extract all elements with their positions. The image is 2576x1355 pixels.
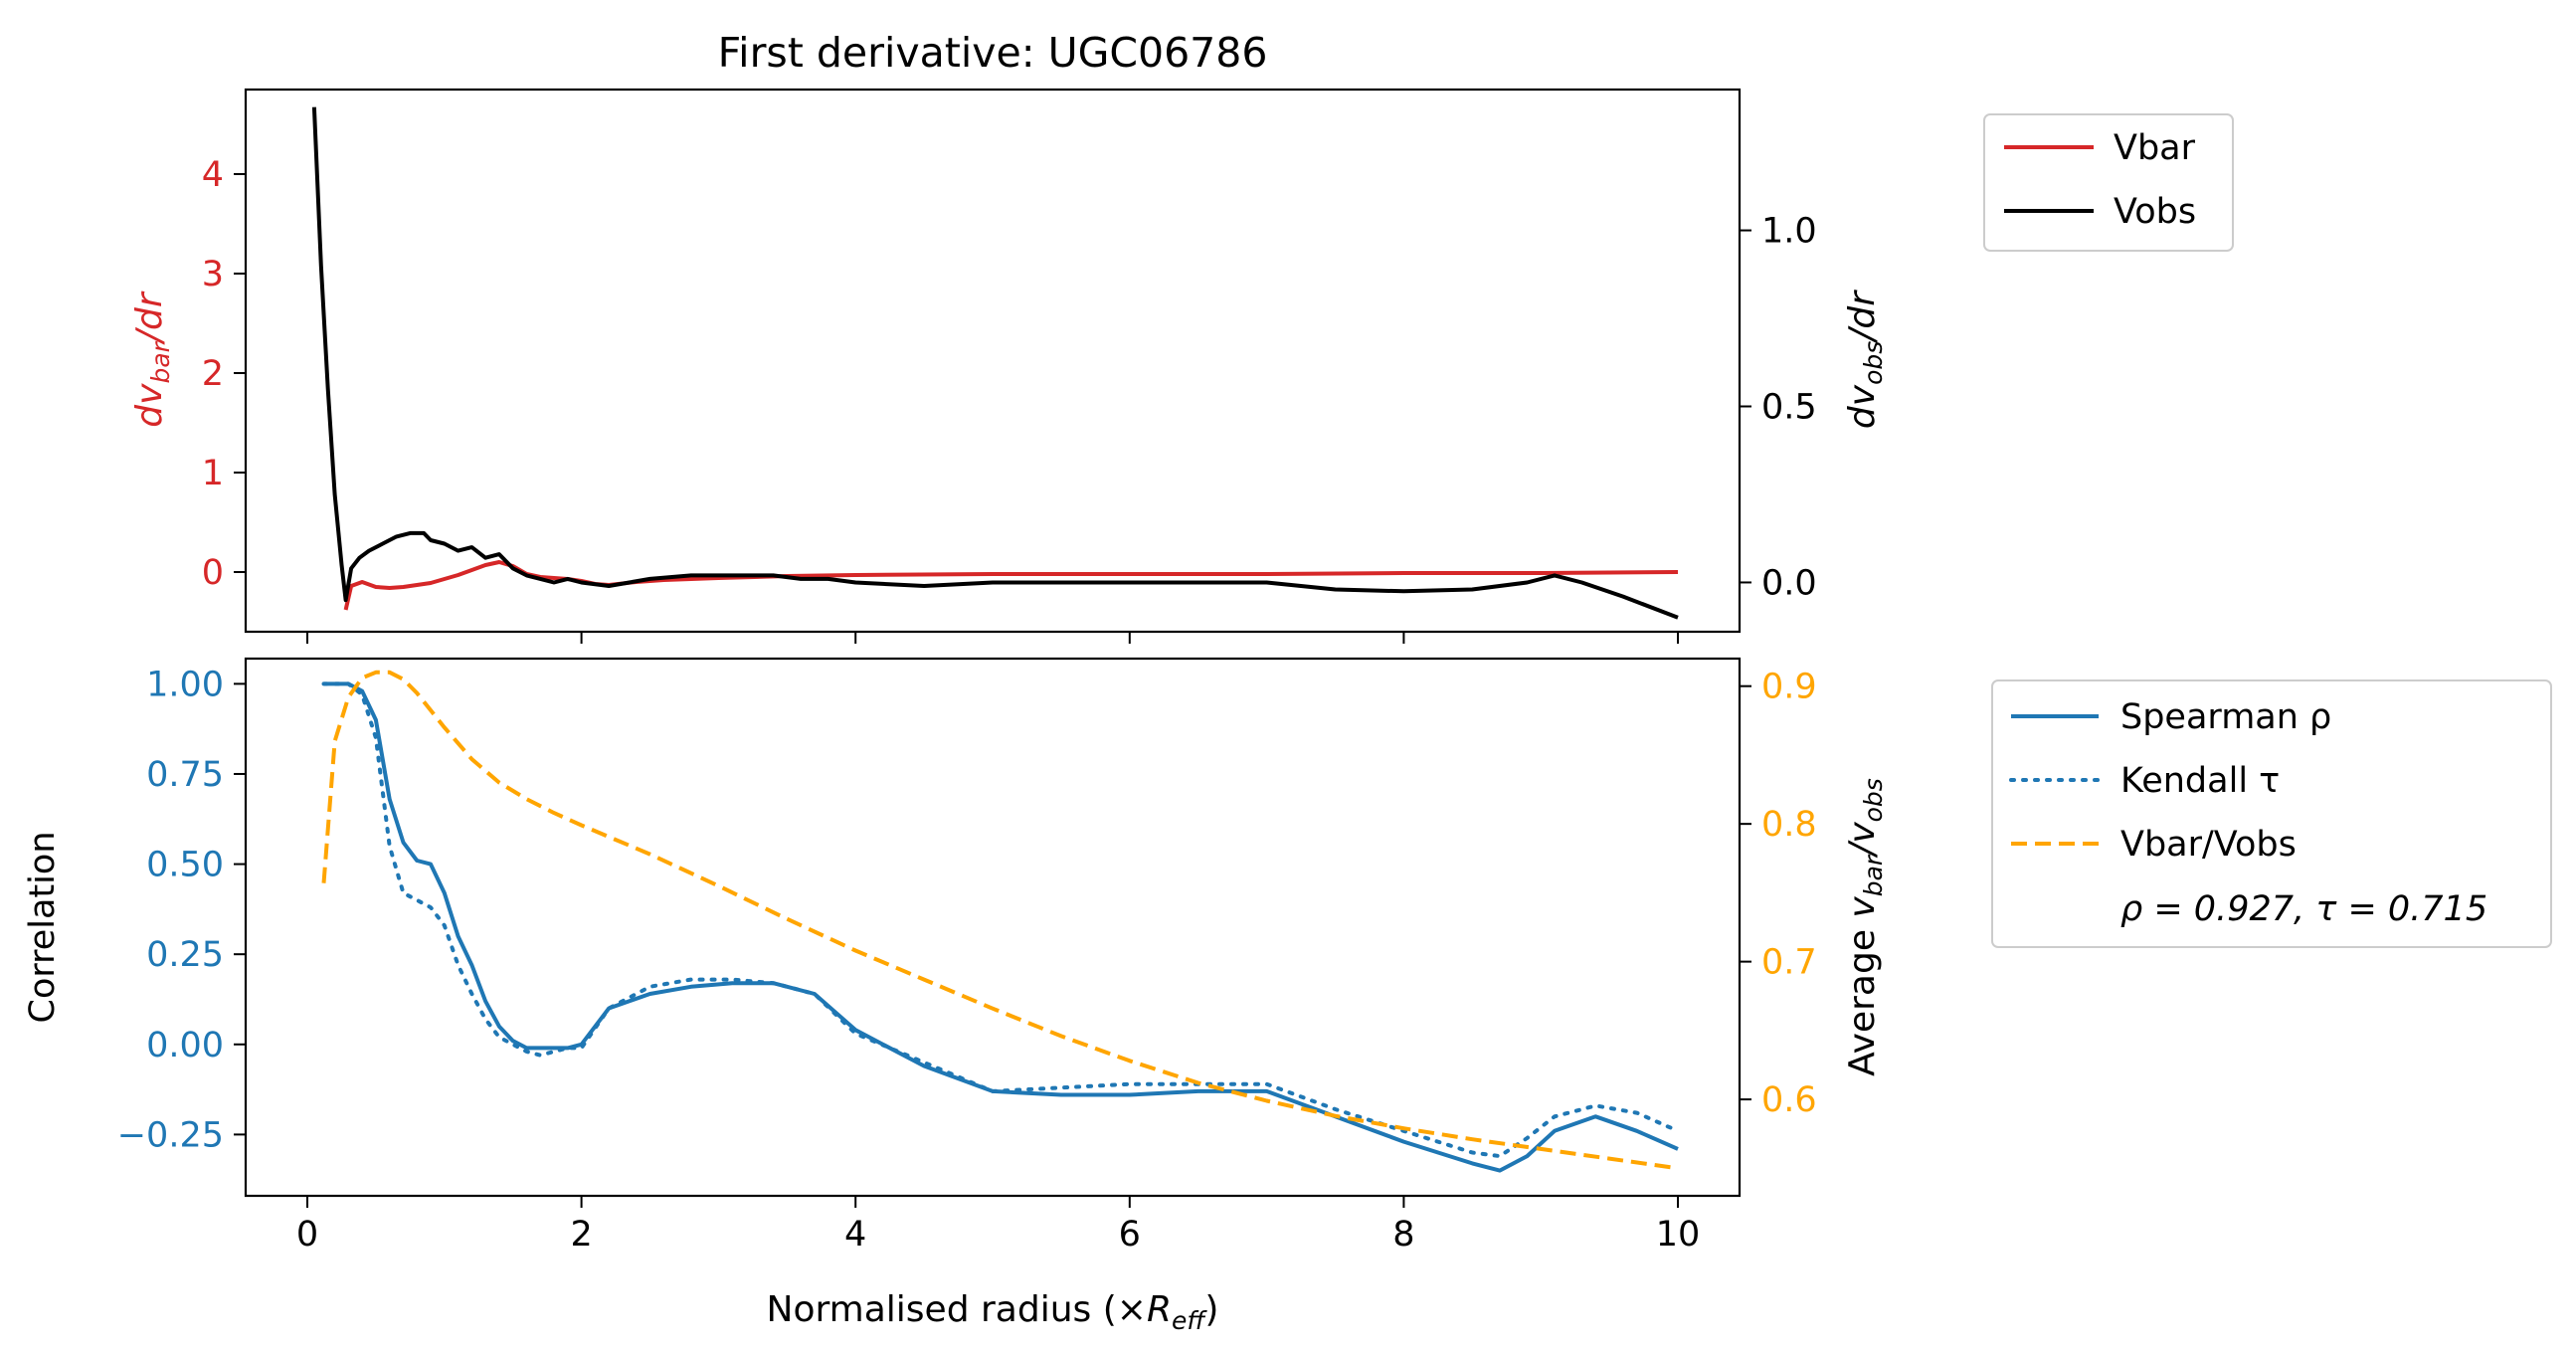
y-right-tick-label: 0.0 — [1761, 563, 1817, 603]
x-tick-label: 6 — [1119, 1215, 1141, 1255]
top-legend: Vbar Vobs — [1983, 113, 2234, 252]
y-left-tick-label: 3 — [202, 255, 224, 294]
legend-label-spearman: Spearman ρ — [2120, 697, 2331, 737]
bottom-left-y-ticks: 1.00 0.75 0.50 0.25 0.00 −0.25 — [117, 665, 246, 1155]
y-left-tick-label: 4 — [202, 155, 224, 195]
y-left-tick-label: 0.75 — [146, 755, 224, 795]
bottom-left-ylabel: Correlation — [23, 832, 63, 1024]
legend-label-ratio: Vbar/Vobs — [2120, 825, 2297, 865]
y-right-tick-label: 0.8 — [1761, 805, 1817, 845]
series-line-vobs — [311, 106, 1679, 620]
bottom-x-ticks: 0 2 4 6 8 10 — [296, 1196, 1700, 1255]
y-left-tick-label: 2 — [202, 354, 224, 394]
y-left-tick-label: 0 — [202, 553, 224, 593]
y-right-tick-label: 0.6 — [1761, 1080, 1817, 1120]
x-tick-label: 4 — [844, 1215, 866, 1255]
bottom-plot-frame — [244, 657, 1742, 1198]
correlation-annotation: ρ = 0.927, τ = 0.715 — [2120, 889, 2487, 929]
bottom-xlabel: Normalised radius (×Reff) — [767, 1289, 1219, 1335]
y-left-tick-label: 0.50 — [146, 846, 224, 885]
legend-label-vbar: Vbar — [2114, 128, 2196, 168]
y-right-tick-label: 0.7 — [1761, 943, 1817, 983]
series-line-spearman — [323, 681, 1679, 1173]
legend-label-vobs: Vobs — [2114, 192, 2196, 232]
y-left-tick-label: 1 — [202, 454, 224, 493]
x-tick-label: 0 — [296, 1215, 318, 1255]
top-plot-frame — [244, 88, 1742, 634]
y-right-tick-label: 1.0 — [1761, 212, 1817, 252]
series-line-kendall — [321, 681, 1680, 1159]
series-line-vbar-vobs — [321, 670, 1679, 1171]
bottom-legend: Spearman ρ Kendall τ Vbar/Vobs ρ = 0.927… — [1991, 679, 2552, 948]
x-tick-label: 10 — [1656, 1215, 1701, 1255]
top-x-ticks — [306, 632, 1679, 644]
figure-title: First derivative: UGC06786 — [718, 29, 1268, 77]
bottom-right-y-ticks: 0.9 0.8 0.7 0.6 — [1740, 668, 1817, 1120]
y-left-tick-label: 0.00 — [146, 1026, 224, 1065]
series-line-vbar — [343, 560, 1679, 611]
x-tick-label: 8 — [1392, 1215, 1414, 1255]
top-series — [311, 106, 1679, 620]
y-left-tick-label: −0.25 — [117, 1115, 224, 1155]
legend-label-kendall: Kendall τ — [2120, 761, 2280, 801]
y-right-tick-label: 0.5 — [1761, 388, 1817, 428]
top-left-ylabel: dvbar/dr — [129, 290, 175, 428]
y-right-tick-label: 0.9 — [1761, 668, 1817, 707]
bottom-right-ylabel: Average vbar/vobs — [1842, 778, 1888, 1076]
top-right-y-ticks: 0.0 0.5 1.0 — [1740, 212, 1817, 603]
top-left-y-ticks: 0 1 2 3 4 — [202, 155, 246, 593]
y-left-tick-label: 0.25 — [146, 935, 224, 975]
x-tick-label: 2 — [570, 1215, 592, 1255]
top-right-ylabel: dvobs/dr — [1842, 290, 1888, 429]
y-left-tick-label: 1.00 — [146, 665, 224, 704]
bottom-series — [321, 670, 1680, 1173]
